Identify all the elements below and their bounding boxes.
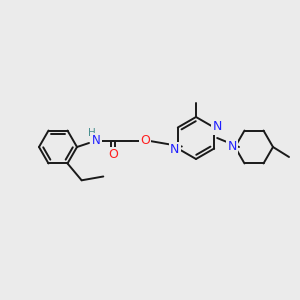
Text: O: O xyxy=(108,148,118,161)
Text: N: N xyxy=(170,143,179,156)
Text: H: H xyxy=(88,128,96,138)
Text: N: N xyxy=(227,140,237,154)
Text: O: O xyxy=(140,134,150,148)
Text: N: N xyxy=(92,134,100,148)
Text: N: N xyxy=(212,120,222,133)
